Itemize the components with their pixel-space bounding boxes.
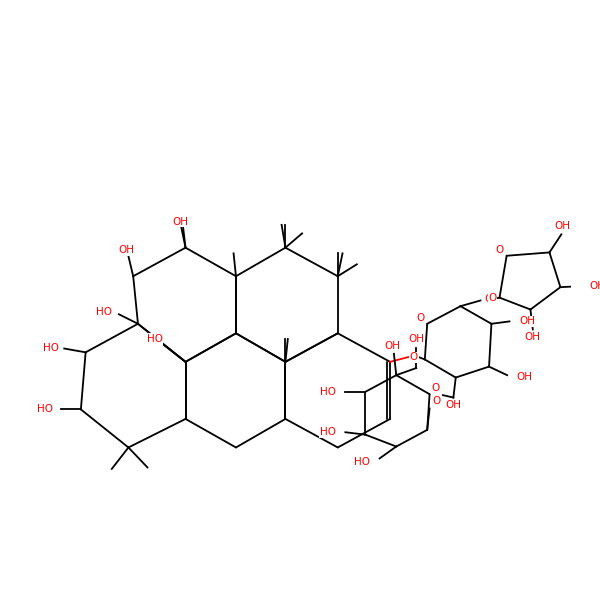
Text: HO: HO: [43, 343, 59, 353]
Text: O: O: [416, 313, 424, 323]
Text: OH: OH: [173, 217, 189, 227]
Text: O: O: [431, 383, 439, 394]
Text: OH: OH: [589, 281, 600, 291]
Text: OH: OH: [517, 372, 533, 382]
Text: OH: OH: [385, 341, 400, 350]
Text: OH: OH: [555, 221, 571, 231]
Text: O: O: [484, 294, 492, 304]
Text: HO: HO: [96, 307, 112, 317]
Text: HO: HO: [146, 334, 163, 344]
Text: OH: OH: [408, 334, 424, 344]
Text: OH: OH: [118, 245, 134, 255]
Text: HO: HO: [320, 427, 336, 437]
Text: O: O: [496, 245, 503, 255]
Text: O: O: [410, 352, 418, 362]
Text: HO: HO: [320, 387, 336, 397]
Text: O: O: [488, 293, 497, 302]
Text: HO: HO: [37, 404, 53, 415]
Text: OH: OH: [525, 332, 541, 342]
Text: O: O: [433, 397, 441, 406]
Text: HO: HO: [354, 457, 370, 467]
Text: OH: OH: [519, 316, 535, 326]
Text: OH: OH: [445, 400, 461, 410]
